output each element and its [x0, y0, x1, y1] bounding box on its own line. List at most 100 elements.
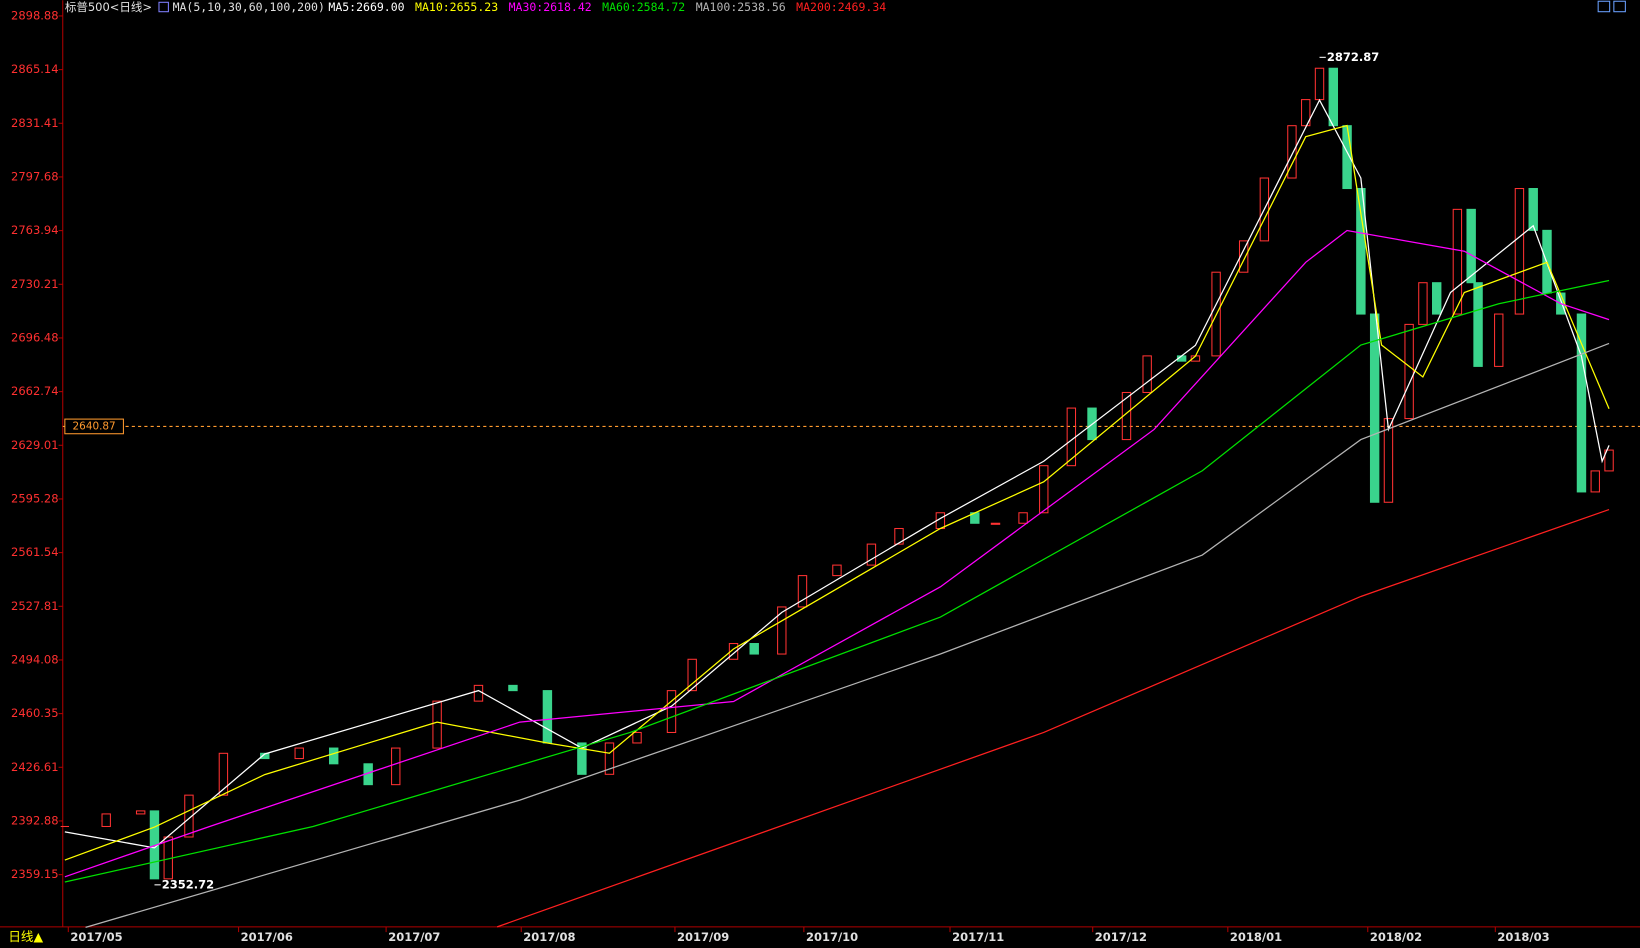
- x-tick-label: 2018/02: [1370, 930, 1422, 944]
- legend-entry: MA30:2618.42: [509, 0, 592, 14]
- ma-line: [64, 229, 1610, 878]
- candle: [542, 690, 553, 744]
- indicator: MA(5,10,30,60,100,200): [173, 0, 325, 14]
- y-tick-label: 2797.68: [11, 169, 59, 183]
- candle: [260, 752, 270, 760]
- y-tick-label: 2561.54: [11, 545, 59, 559]
- ma-line: [64, 124, 1610, 861]
- candle: [1466, 208, 1476, 284]
- y-tick-label: 2527.81: [11, 599, 59, 613]
- legend-entry: MA200:2469.34: [796, 0, 886, 14]
- x-tick-label: 2017/06: [241, 930, 293, 944]
- candle: [1369, 313, 1380, 503]
- candle: [1328, 67, 1339, 127]
- candle: [1514, 188, 1525, 315]
- x-tick-label: 2018/03: [1497, 930, 1549, 944]
- ma-line: [85, 342, 1610, 929]
- y-tick-label: 2460.35: [11, 706, 59, 720]
- candle: [135, 810, 146, 815]
- candle: [1431, 282, 1442, 315]
- last-price-label: 2640.87: [73, 420, 116, 432]
- ma-line: [64, 279, 1610, 883]
- x-tick-label: 2017/05: [70, 930, 122, 944]
- y-tick-label: 2426.61: [11, 760, 59, 774]
- candle: [604, 742, 615, 775]
- candle: [1301, 99, 1311, 127]
- x-tick-label: 2017/11: [952, 930, 1004, 944]
- candle: [894, 527, 904, 545]
- candle: [1576, 313, 1587, 493]
- x-tick-label: 2017/07: [388, 930, 440, 944]
- legend-entry: MA60:2584.72: [602, 0, 685, 14]
- chart-title: 标普500<日线>: [65, 0, 152, 14]
- ma-line: [64, 98, 1610, 849]
- candle: [1494, 313, 1504, 367]
- candle: [1238, 240, 1249, 273]
- y-tick-label: 2696.48: [11, 330, 59, 344]
- candle: [687, 658, 697, 692]
- candle: [1404, 323, 1414, 420]
- x-tick-label: 2017/12: [1095, 930, 1147, 944]
- y-tick-label: 2494.08: [11, 652, 59, 666]
- candle: [797, 575, 808, 608]
- candle: [1452, 208, 1463, 315]
- candle: [391, 747, 401, 786]
- indicator-icon: [158, 1, 169, 13]
- candle: [1473, 282, 1483, 367]
- candle: [666, 690, 677, 733]
- y-tick-label: 2595.28: [11, 491, 59, 505]
- candle: [777, 606, 787, 655]
- candle: [1142, 355, 1152, 394]
- x-tick-label: 2017/08: [523, 930, 575, 944]
- period-label[interactable]: 日线▲: [8, 929, 43, 944]
- candle: [577, 742, 587, 775]
- window-icons[interactable]: [1597, 0, 1626, 13]
- legend-entry: MA100:2538.56: [696, 0, 786, 14]
- x-tick-label: 2018/01: [1230, 930, 1282, 944]
- candle: [1356, 188, 1366, 315]
- last-price-box: [64, 418, 124, 435]
- y-tick-label: 2865.14: [11, 62, 59, 76]
- candle: [101, 813, 111, 828]
- candle: [1418, 282, 1428, 325]
- extreme-label: 2872.87: [1327, 50, 1379, 64]
- x-tick-label: 2017/09: [677, 930, 729, 944]
- icon[interactable]: [1613, 0, 1626, 13]
- icon[interactable]: [1597, 0, 1611, 13]
- ma-line: [496, 508, 1610, 928]
- candle: [632, 731, 642, 744]
- candle: [728, 643, 739, 660]
- candle: [184, 794, 194, 838]
- y-tick-label: 2831.41: [11, 116, 59, 130]
- candle: [1039, 465, 1049, 514]
- candle: [1528, 188, 1538, 231]
- y-tick-label: 2629.01: [11, 438, 59, 452]
- y-tick-label: 2763.94: [11, 223, 59, 237]
- candle: [1604, 449, 1614, 472]
- candle: [508, 684, 518, 692]
- y-tick-label: 2898.88: [11, 8, 59, 22]
- candle: [328, 747, 339, 765]
- candle: [1287, 125, 1297, 179]
- candle: [1018, 512, 1028, 524]
- candle: [432, 700, 442, 749]
- y-tick-label: 2359.15: [11, 867, 59, 881]
- candle: [866, 543, 877, 566]
- candle: [294, 747, 304, 760]
- y-tick-label: 2730.21: [11, 277, 59, 291]
- candle: [749, 643, 759, 655]
- x-tick-label: 2017/10: [806, 930, 858, 944]
- candle: [990, 522, 1001, 525]
- extreme-label: 2352.72: [162, 877, 214, 891]
- y-tick-label: 2662.74: [11, 384, 59, 398]
- candle: [218, 752, 229, 796]
- legend-entry: MA10:2655.23: [415, 0, 498, 14]
- candle: [1590, 470, 1600, 493]
- legend-entry: MA5:2669.00: [328, 0, 404, 14]
- y-tick-label: 2392.88: [11, 813, 59, 827]
- candle: [1383, 418, 1394, 503]
- candle: [832, 564, 842, 577]
